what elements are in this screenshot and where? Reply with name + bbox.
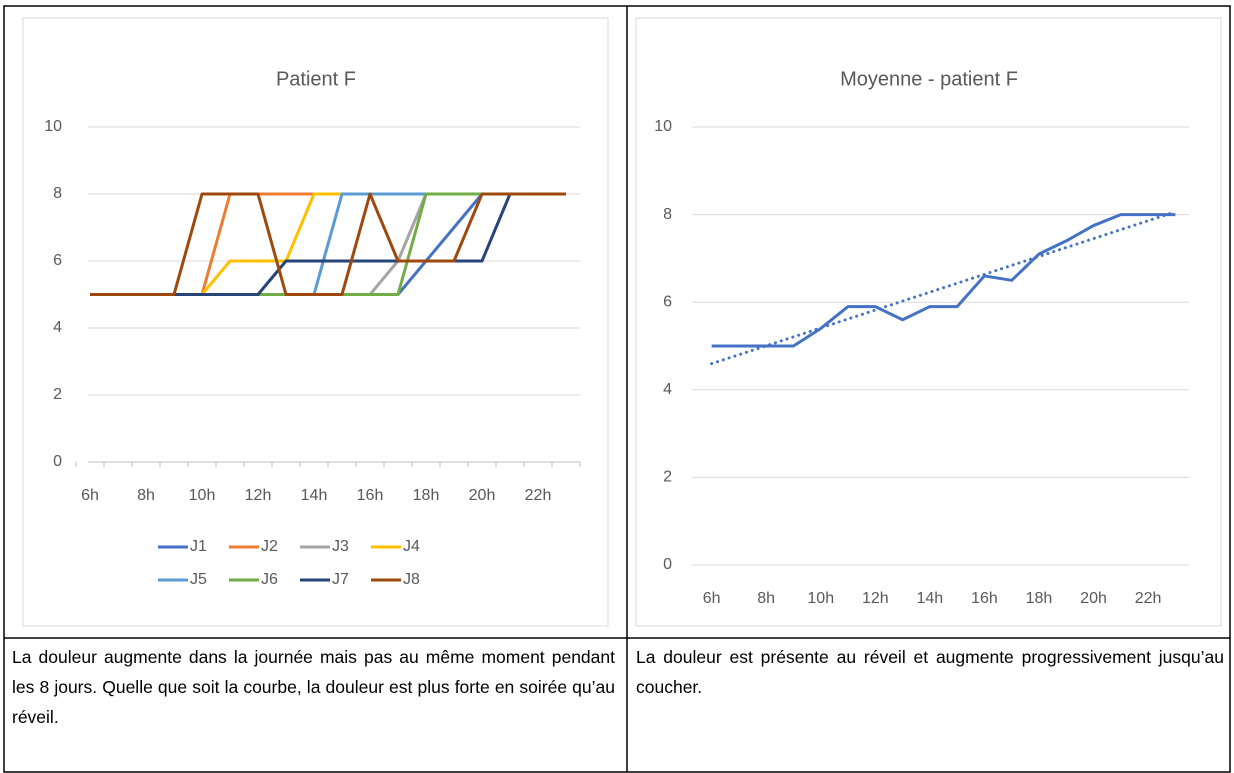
y-tick-label: 4 bbox=[663, 381, 672, 398]
x-tick-label: 8h bbox=[757, 590, 775, 607]
table-border bbox=[3, 5, 1231, 773]
y-tick-label: 0 bbox=[53, 453, 62, 470]
x-tick-label: 18h bbox=[413, 487, 440, 504]
x-tick-label: 20h bbox=[1080, 590, 1107, 607]
x-tick-label: 6h bbox=[703, 590, 721, 607]
y-tick-label: 4 bbox=[53, 319, 62, 336]
x-tick-label: 10h bbox=[189, 487, 216, 504]
y-tick-label: 8 bbox=[663, 206, 672, 223]
x-tick-label: 6h bbox=[81, 487, 99, 504]
legend-label: J7 bbox=[332, 571, 349, 588]
legend-label: J8 bbox=[403, 571, 420, 588]
legend-label: J1 bbox=[190, 538, 207, 555]
trendline bbox=[710, 210, 1177, 366]
legend-label: J3 bbox=[332, 538, 349, 555]
x-tick-label: 14h bbox=[917, 590, 944, 607]
x-tick-label: 8h bbox=[137, 487, 155, 504]
x-tick-label: 18h bbox=[1026, 590, 1053, 607]
y-tick-label: 8 bbox=[53, 185, 62, 202]
chart-frame bbox=[635, 17, 1222, 627]
caption: La douleur augmente dans la journée mais… bbox=[12, 647, 615, 727]
y-tick-label: 2 bbox=[53, 386, 62, 403]
x-tick-label: 20h bbox=[469, 487, 496, 504]
series-line bbox=[90, 192, 566, 296]
y-tick-label: 0 bbox=[663, 556, 672, 573]
x-tick-label: 22h bbox=[1135, 590, 1162, 607]
chart-title: Moyenne - patient F bbox=[840, 68, 1018, 90]
caption: La douleur est présente au réveil et aug… bbox=[636, 647, 1224, 697]
y-tick-label: 10 bbox=[44, 118, 62, 135]
x-tick-label: 10h bbox=[807, 590, 834, 607]
y-tick-label: 6 bbox=[53, 252, 62, 269]
x-tick-label: 16h bbox=[971, 590, 998, 607]
legend-label: J5 bbox=[190, 571, 207, 588]
legend-label: J6 bbox=[261, 571, 278, 588]
legend-label: J4 bbox=[403, 538, 420, 555]
y-tick-label: 2 bbox=[663, 469, 672, 486]
legend-label: J2 bbox=[261, 538, 278, 555]
x-tick-label: 16h bbox=[357, 487, 384, 504]
chart-frame bbox=[22, 17, 609, 627]
x-tick-label: 22h bbox=[525, 487, 552, 504]
x-tick-label: 12h bbox=[245, 487, 272, 504]
y-tick-label: 6 bbox=[663, 293, 672, 310]
y-tick-label: 10 bbox=[654, 118, 672, 135]
series-line bbox=[711, 213, 1176, 348]
chart-title: Patient F bbox=[276, 68, 356, 90]
x-tick-label: 14h bbox=[301, 487, 328, 504]
x-tick-label: 12h bbox=[862, 590, 889, 607]
